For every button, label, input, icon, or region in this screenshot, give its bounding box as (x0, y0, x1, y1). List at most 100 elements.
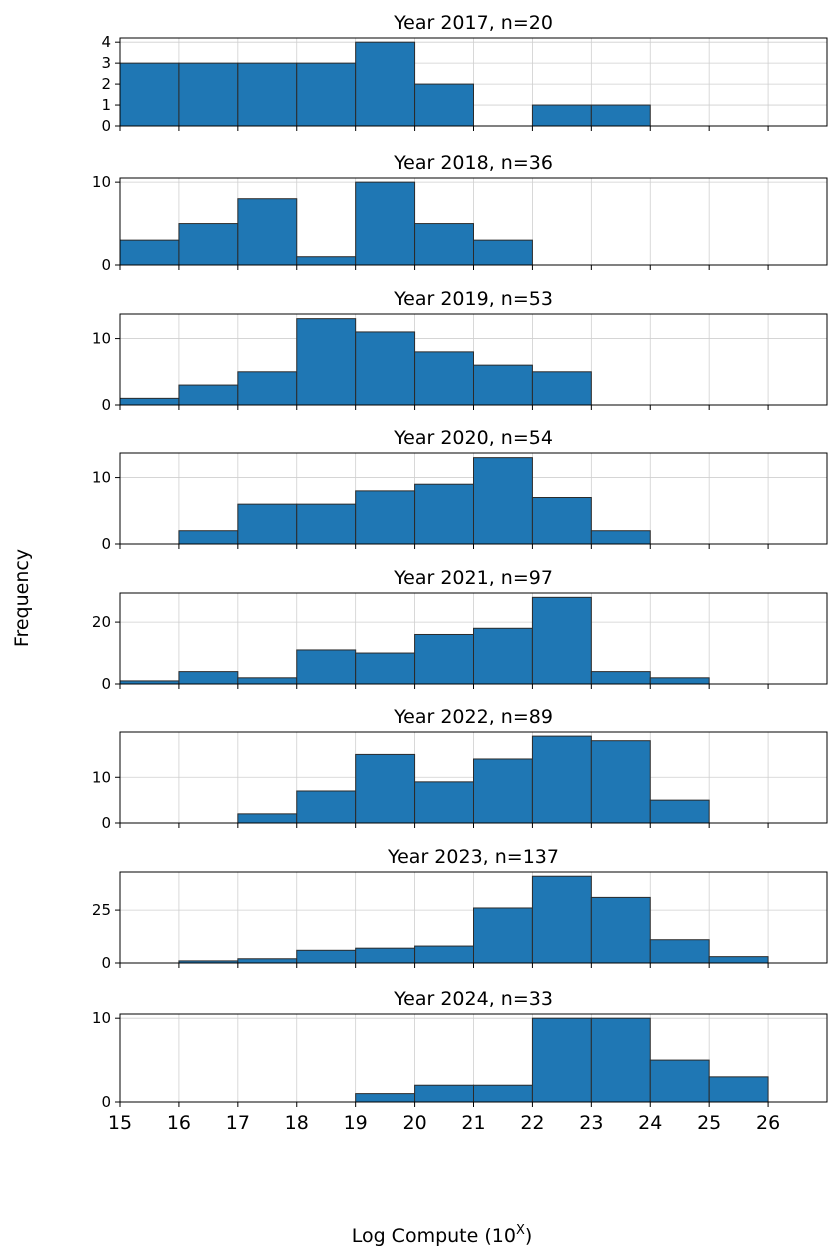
histogram-bar (473, 1084, 533, 1103)
x-tick-label: 22 (520, 1112, 544, 1134)
histogram-bar (414, 633, 475, 685)
bars (178, 875, 769, 964)
y-tick-label: 10 (92, 768, 111, 786)
x-tick-label: 17 (226, 1112, 250, 1134)
x-tick-label: 19 (344, 1112, 368, 1134)
panel-3: Year 2019, n=53 0 10 (92, 288, 828, 414)
y-tick-label: 0 (101, 396, 111, 414)
histogram-bar (355, 947, 416, 964)
histogram-bar (649, 939, 710, 964)
histogram-bar (649, 1059, 710, 1103)
histogram-bar (237, 62, 298, 127)
histogram-bar (178, 671, 239, 685)
x-tick-label: 24 (638, 1112, 662, 1134)
y-tick-label: 0 (101, 814, 111, 832)
histogram-bar (590, 896, 651, 964)
y-tick-label: 0 (101, 675, 111, 693)
histogram-bar (414, 781, 475, 824)
histogram-bar (296, 949, 357, 964)
x-tick-label: 16 (167, 1112, 191, 1134)
histogram-bar (414, 83, 475, 127)
histogram-bar (119, 239, 180, 266)
histogram-bar (708, 1076, 769, 1103)
x-tick-label: 25 (697, 1112, 721, 1134)
histogram-bar (649, 799, 710, 824)
panel-title: Year 2021, n=97 (393, 567, 553, 589)
y-tick-label: 4 (101, 33, 111, 51)
histogram-bar (296, 256, 357, 266)
histogram-bar (355, 1093, 416, 1103)
x-tick-label: 20 (402, 1112, 426, 1134)
histogram-bar (531, 875, 592, 964)
histogram-bar (531, 104, 592, 127)
histogram-bar (590, 104, 651, 127)
y-tick-label: 3 (101, 54, 111, 72)
panel-title: Year 2019, n=53 (393, 288, 553, 310)
y-tick-label: 0 (101, 117, 111, 135)
histogram-bar (296, 318, 357, 406)
histogram-bar (355, 490, 416, 545)
histogram-bar (178, 530, 239, 545)
panel-7: Year 2023, n=137 0 25 (92, 846, 828, 972)
histogram-bar (178, 62, 239, 127)
histogram-bar (473, 364, 533, 406)
y-axis-label: Frequency (11, 549, 33, 647)
x-tick-label: 18 (285, 1112, 309, 1134)
histogram-bar (473, 457, 533, 545)
histogram-bar (414, 1084, 475, 1103)
histogram-bar (473, 758, 533, 824)
panel-title: Year 2023, n=137 (387, 846, 559, 868)
bars (178, 457, 651, 545)
histogram-bar (414, 223, 475, 266)
histogram-bar (355, 181, 416, 266)
histogram-bar (296, 62, 357, 127)
histogram-bar (237, 958, 298, 964)
panel-4: Year 2020, n=54 0 10 (92, 427, 828, 553)
histogram-bar (296, 503, 357, 545)
histogram-bar (237, 198, 298, 266)
panel-1: Year 2017, n=20 0 1 2 3 4 (101, 12, 828, 135)
bars (119, 318, 592, 406)
y-tick-label: 10 (92, 173, 111, 191)
histogram-bar (414, 483, 475, 545)
histogram-bar (590, 740, 651, 824)
histogram-bar (355, 753, 416, 824)
bars (119, 41, 651, 127)
histogram-bar (649, 677, 710, 685)
histogram-bar (590, 530, 651, 545)
panel-title: Year 2020, n=54 (393, 427, 553, 449)
x-tick-label: 23 (579, 1112, 603, 1134)
histogram-bar (531, 596, 592, 685)
y-tick-label: 20 (92, 613, 111, 631)
y-tick-label: 0 (101, 1093, 111, 1111)
histogram-bar (531, 735, 592, 824)
histogram-bar (473, 907, 533, 964)
panel-title: Year 2022, n=89 (393, 706, 553, 728)
bars (355, 1017, 769, 1103)
histogram-bar (355, 652, 416, 685)
y-tick-label: 10 (92, 330, 111, 348)
y-tick-label: 1 (101, 96, 111, 114)
histogram-bar (590, 1017, 651, 1103)
histogram-bar (355, 41, 416, 127)
histogram-bar (708, 956, 769, 964)
histogram-bar (414, 351, 475, 406)
x-tick-label: 26 (756, 1112, 780, 1134)
panel-6: Year 2022, n=89 0 10 (92, 706, 828, 832)
y-tick-label: 0 (101, 954, 111, 972)
x-axis-label: Log Compute (10X) (352, 1223, 533, 1247)
histogram-bar (355, 331, 416, 406)
histogram-bar (237, 813, 298, 824)
y-tick-label: 25 (92, 901, 111, 919)
bars (119, 181, 533, 266)
histogram-bar (473, 239, 533, 266)
panel-2: Year 2018, n=36 0 10 (92, 152, 828, 274)
histogram-bar (296, 790, 357, 824)
histogram-bar (473, 627, 533, 685)
panel-5: Year 2021, n=97 0 20 (92, 567, 828, 693)
panel-8: Year 2024, n=33 0 10 15 16 17 18 19 20 21 22 23 24 25… (92, 988, 828, 1134)
histogram-bar (237, 677, 298, 685)
y-tick-label: 10 (92, 469, 111, 487)
